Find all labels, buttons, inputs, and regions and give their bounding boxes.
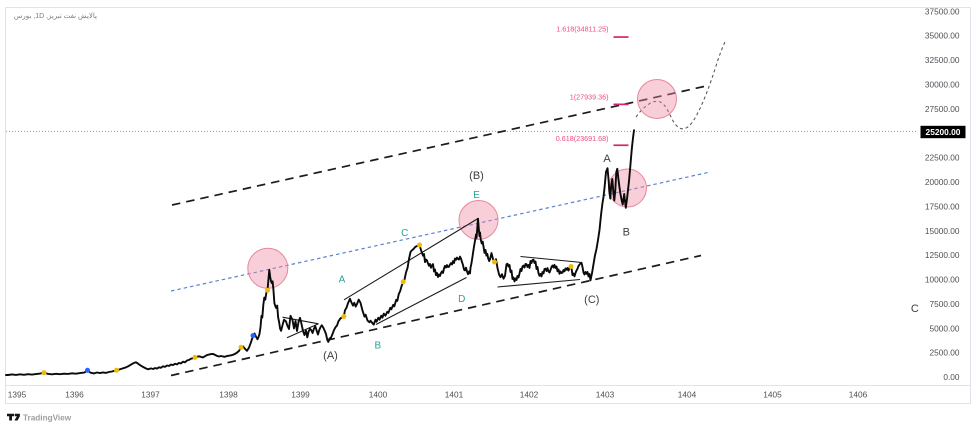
- svg-text:1397: 1397: [141, 389, 160, 399]
- svg-text:D: D: [458, 294, 465, 305]
- svg-text:35000.00: 35000.00: [925, 31, 960, 41]
- svg-text:1400: 1400: [369, 389, 388, 399]
- svg-text:C: C: [401, 228, 408, 239]
- svg-text:22500.00: 22500.00: [925, 153, 960, 163]
- svg-text:A: A: [339, 275, 346, 286]
- svg-text:17500.00: 17500.00: [925, 201, 960, 211]
- svg-text:(C): (C): [584, 294, 599, 306]
- svg-text:12500.00: 12500.00: [925, 250, 960, 260]
- svg-text:0.618(23691.68): 0.618(23691.68): [556, 134, 609, 143]
- svg-text:30000.00: 30000.00: [925, 80, 960, 90]
- svg-text:A: A: [603, 153, 611, 165]
- svg-text:1405: 1405: [763, 389, 782, 399]
- svg-text:1404: 1404: [678, 389, 697, 399]
- svg-text:پالایش نفت تبریز, 1D, بورس: پالایش نفت تبریز, 1D, بورس: [14, 12, 97, 20]
- svg-text:B: B: [374, 341, 381, 352]
- svg-text:1398: 1398: [219, 389, 238, 399]
- svg-text:1(27939.36): 1(27939.36): [570, 93, 609, 102]
- svg-text:(B): (B): [469, 170, 484, 182]
- svg-text:20000.00: 20000.00: [925, 177, 960, 187]
- svg-text:(A): (A): [323, 350, 338, 362]
- svg-text:25200.00: 25200.00: [926, 127, 961, 137]
- svg-text:E: E: [473, 190, 480, 201]
- svg-text:10000.00: 10000.00: [925, 275, 960, 285]
- svg-text:B: B: [623, 227, 630, 239]
- svg-text:1396: 1396: [65, 389, 84, 399]
- svg-text:0.00: 0.00: [943, 372, 960, 382]
- svg-text:1402: 1402: [520, 389, 539, 399]
- svg-text:1401: 1401: [445, 389, 464, 399]
- svg-text:37500.00: 37500.00: [925, 6, 960, 16]
- svg-text:1403: 1403: [596, 389, 615, 399]
- svg-text:32500.00: 32500.00: [925, 55, 960, 65]
- svg-text:C: C: [911, 303, 919, 315]
- svg-text:1399: 1399: [291, 389, 310, 399]
- svg-text:2500.00: 2500.00: [930, 348, 960, 358]
- svg-text:1.618(34811.25): 1.618(34811.25): [556, 25, 608, 34]
- svg-text:15000.00: 15000.00: [925, 226, 960, 236]
- svg-text:1395: 1395: [8, 389, 27, 399]
- svg-text:7500.00: 7500.00: [930, 299, 960, 309]
- svg-text:27500.00: 27500.00: [925, 104, 960, 114]
- svg-text:TradingView: TradingView: [23, 413, 72, 422]
- svg-text:5000.00: 5000.00: [930, 323, 960, 333]
- svg-text:1406: 1406: [849, 389, 868, 399]
